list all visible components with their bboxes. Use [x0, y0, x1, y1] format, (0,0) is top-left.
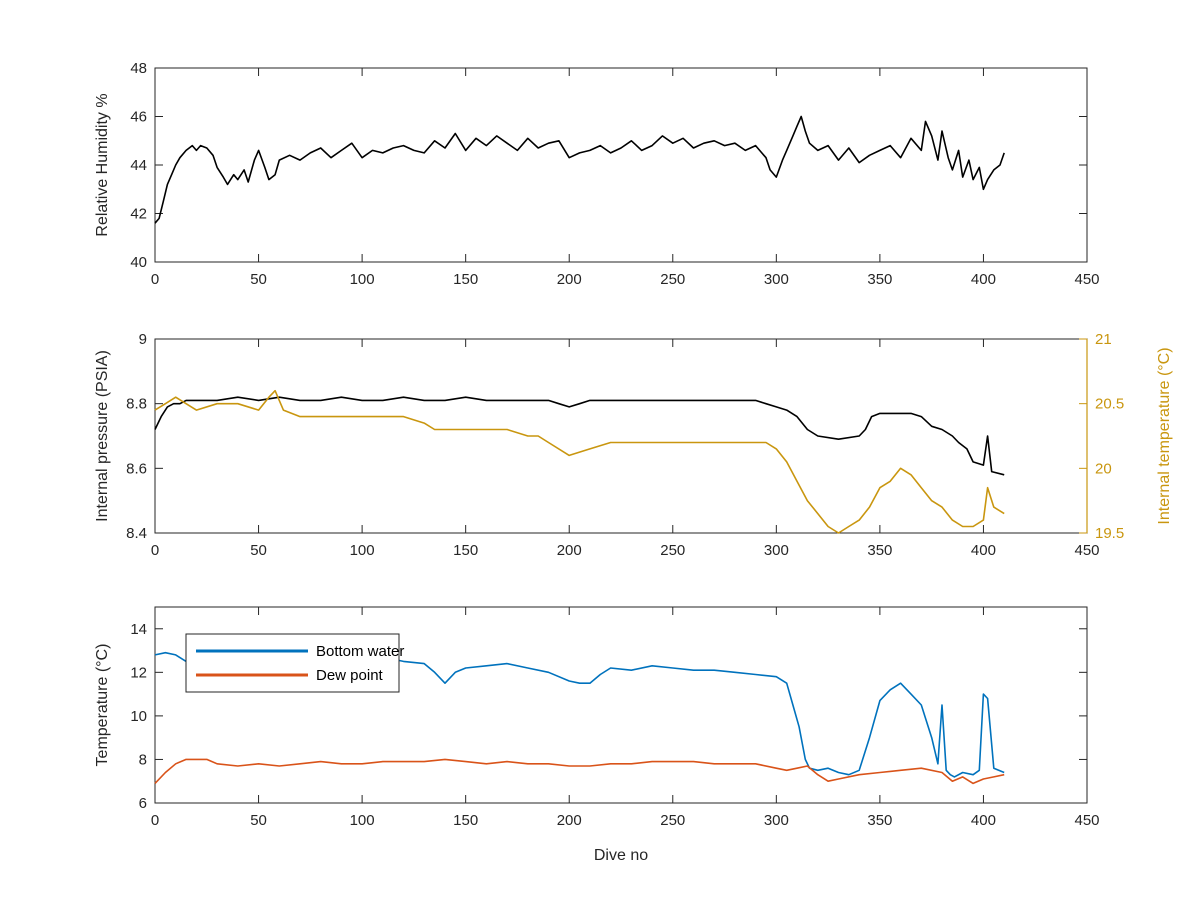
x-tick-label: 250 [660, 812, 685, 829]
axes-box [154, 67, 1088, 263]
x-tick-label: 400 [971, 271, 996, 288]
y-tick-label: 42 [130, 206, 147, 223]
y-tick-label: 8 [139, 751, 147, 768]
x-tick-label: 100 [350, 271, 375, 288]
y-axis-label-right: Internal temperature (°C) [1156, 347, 1173, 524]
axes-box [154, 338, 1088, 534]
series-line-0 [154, 115, 1005, 224]
x-tick-label: 400 [971, 812, 996, 829]
x-tick-label: 0 [151, 812, 159, 829]
x-tick-label: 350 [867, 542, 892, 559]
y-tick-label: 9 [139, 331, 147, 348]
y-tick-label: 14 [130, 621, 147, 638]
plots: 0 50 100 150 200 250 300 350 400 4504042444648Rel… [94, 60, 1173, 864]
chart-pressure-temperature: 0 50 100 150 200 250 300 350 400 450 8.4 8.6 8.8 9 19.… [94, 331, 1173, 559]
x-tick-label: 450 [1074, 271, 1099, 288]
x-tick-label: 0 [151, 542, 159, 559]
x-tick-label: 100 [350, 542, 375, 559]
x-tick-label: 0 [151, 271, 159, 288]
x-tick-label: 450 [1074, 812, 1099, 829]
y-tick-label: 12 [130, 664, 147, 681]
x-tick-label: 300 [764, 812, 789, 829]
y-axis-label: Temperature (°C) [94, 644, 111, 767]
x-axis-label: Dive no [594, 847, 648, 864]
x-tick-label: 100 [350, 812, 375, 829]
x-tick-label: 50 [250, 542, 267, 559]
x-tick-label: 350 [867, 812, 892, 829]
chart-temperature: 0 50 100 150 200 250 300 350 400 450 6 8 10 12 14 Tempe… [94, 606, 1100, 864]
x-tick-label: 400 [971, 542, 996, 559]
x-tick-label: 300 [764, 271, 789, 288]
series-line-dew-point [154, 758, 1005, 785]
x-tick-label: 50 [250, 812, 267, 829]
y-tick-label: 48 [130, 60, 147, 77]
y-tick-label: 8.8 [126, 396, 147, 413]
y-tick-label: 6 [139, 795, 147, 812]
x-tick-label: 50 [250, 271, 267, 288]
x-tick-label: 450 [1074, 542, 1099, 559]
y-tick-label-right: 21 [1095, 331, 1112, 348]
x-tick-label: 150 [453, 271, 478, 288]
x-tick-label: 200 [557, 271, 582, 288]
y-tick-label-right: 20.5 [1095, 396, 1124, 413]
legend: Bottom water Dew point [185, 633, 404, 693]
y-tick-label: 46 [130, 109, 147, 126]
x-tick-label: 200 [557, 542, 582, 559]
x-tick-label: 250 [660, 271, 685, 288]
y-tick-label: 10 [130, 708, 147, 725]
y-tick-label: 8.4 [126, 525, 147, 542]
y-tick-label-right: 19.5 [1095, 525, 1124, 542]
x-tick-label: 200 [557, 812, 582, 829]
series-line-0 [154, 396, 1005, 476]
y-axis-label: Relative Humidity % [94, 93, 111, 236]
x-tick-label: 150 [453, 812, 478, 829]
legend-box [185, 633, 400, 693]
y-tick-label-right: 20 [1095, 460, 1112, 477]
legend-label: Dew point [316, 667, 384, 684]
y-tick-label: 44 [130, 157, 147, 174]
x-tick-label: 350 [867, 271, 892, 288]
x-tick-label: 300 [764, 542, 789, 559]
x-tick-label: 250 [660, 542, 685, 559]
chart-humidity: 0 50 100 150 200 250 300 350 400 450 40 42 44 46 48 Rel… [94, 60, 1100, 288]
y-axis-label: Internal pressure (PSIA) [94, 350, 111, 522]
legend-label: Bottom water [316, 643, 404, 660]
x-tick-label: 150 [453, 542, 478, 559]
series-line-1 [154, 389, 1005, 534]
y-tick-label: 8.6 [126, 460, 147, 477]
y-tick-label: 40 [130, 254, 147, 271]
